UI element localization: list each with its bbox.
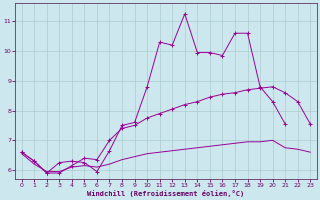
X-axis label: Windchill (Refroidissement éolien,°C): Windchill (Refroidissement éolien,°C) <box>87 190 244 197</box>
